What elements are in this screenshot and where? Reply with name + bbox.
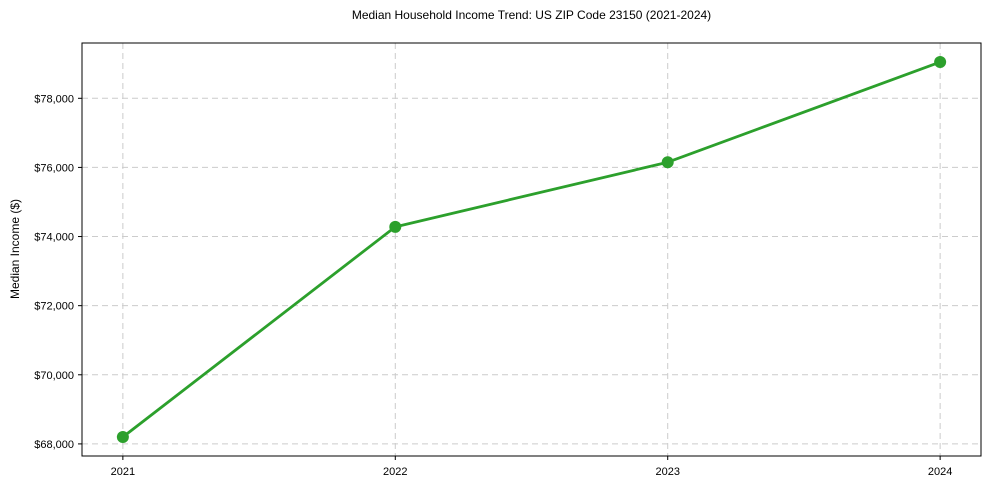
chart-title: Median Household Income Trend: US ZIP Co… <box>351 8 712 22</box>
x-tick-label-2021: 2021 <box>111 466 135 478</box>
income-trend-line <box>121 60 942 439</box>
y-tick-label-$70,000: $70,000 <box>34 370 74 382</box>
data-point-2021 <box>116 430 129 443</box>
x-tick-label-2023: 2023 <box>655 466 679 478</box>
y-tick-label-$72,000: $72,000 <box>34 301 74 313</box>
data-point-2022 <box>389 220 402 233</box>
x-tick-label-2022: 2022 <box>383 466 407 478</box>
y-tick-label-$68,000: $68,000 <box>34 439 74 451</box>
plot-border <box>81 42 982 457</box>
y-tick-label-$78,000: $78,000 <box>34 93 74 105</box>
y-tick-label-$74,000: $74,000 <box>34 232 74 244</box>
y-tick-label-$76,000: $76,000 <box>34 162 74 174</box>
x-tick-label-2024: 2024 <box>928 466 952 478</box>
data-point-2024 <box>934 56 947 69</box>
data-point-2023 <box>661 156 674 169</box>
